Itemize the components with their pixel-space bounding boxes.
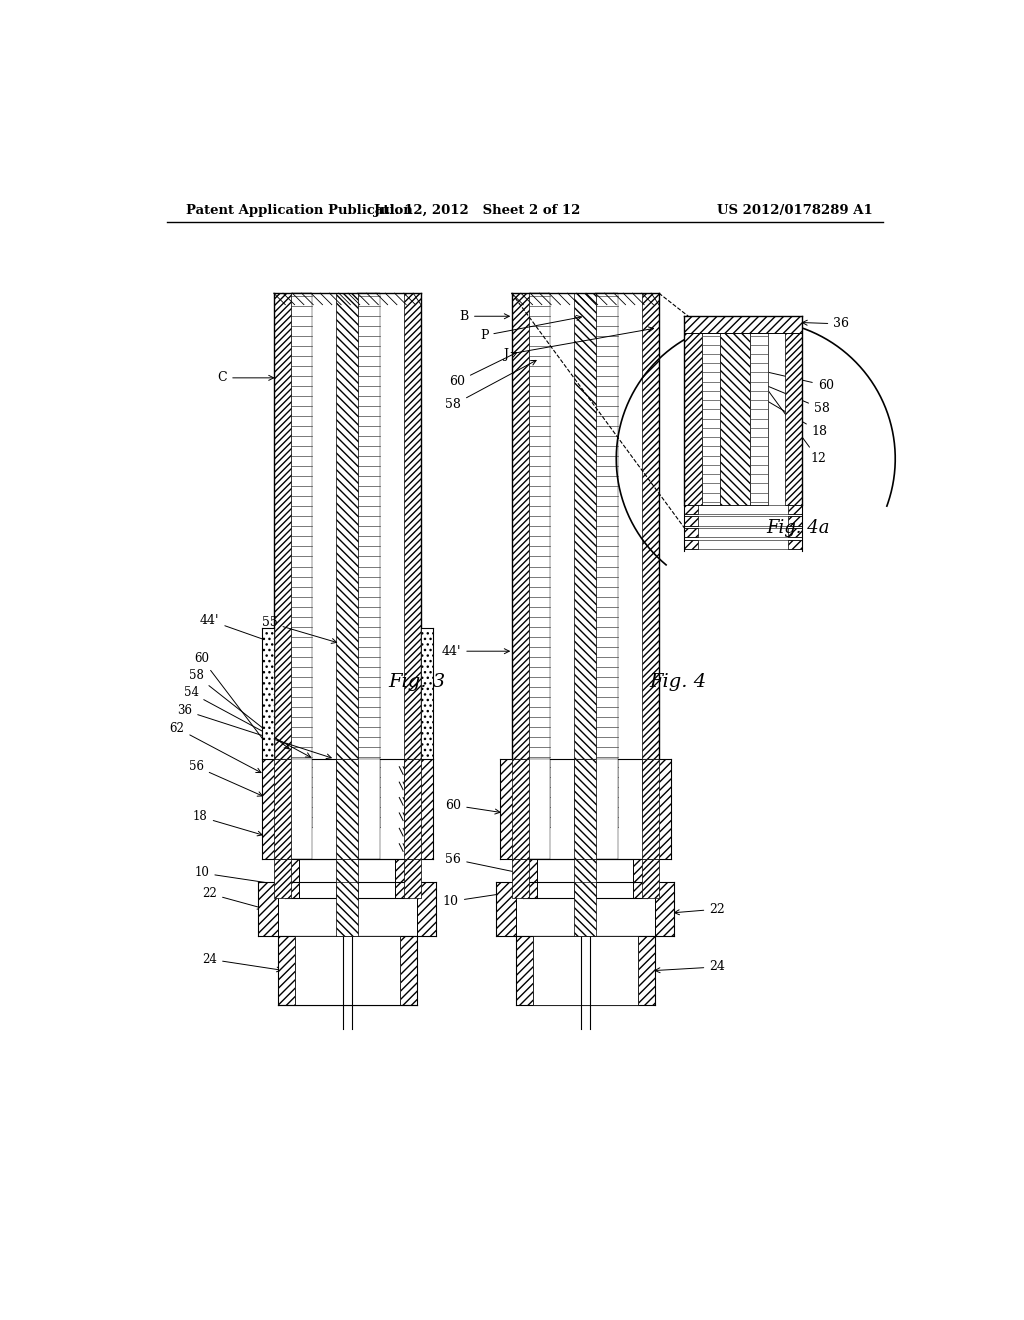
Bar [788, 516, 802, 525]
Text: B: B [460, 310, 509, 323]
Bar [419, 759, 432, 859]
Text: 22: 22 [203, 887, 262, 909]
Bar [262, 628, 273, 759]
Bar [496, 882, 515, 936]
Bar [684, 506, 698, 515]
Text: 24: 24 [203, 953, 282, 972]
Bar [403, 759, 421, 859]
Bar [684, 516, 698, 525]
Text: 58: 58 [445, 360, 537, 412]
Text: 54: 54 [183, 686, 310, 758]
Text: 60: 60 [450, 352, 517, 388]
Bar [523, 859, 538, 898]
Bar [788, 506, 802, 515]
Bar [337, 882, 358, 936]
Bar [596, 759, 617, 859]
Text: Fig. 4a: Fig. 4a [767, 519, 830, 537]
Bar [512, 293, 528, 829]
Bar [574, 759, 596, 859]
Bar [638, 936, 655, 1006]
Bar [788, 528, 802, 537]
Bar [421, 628, 432, 759]
Bar [574, 859, 596, 898]
Bar [358, 293, 380, 829]
Text: 58: 58 [715, 363, 829, 416]
Text: J: J [503, 327, 653, 362]
Bar [512, 859, 528, 898]
Text: 10: 10 [195, 866, 286, 887]
Text: 24: 24 [655, 961, 725, 973]
Bar [642, 859, 658, 898]
Bar [291, 293, 312, 829]
Text: 44': 44' [441, 644, 509, 657]
Bar [337, 859, 358, 898]
Text: 60: 60 [195, 652, 269, 748]
Bar [395, 859, 410, 898]
Text: C: C [217, 371, 273, 384]
Text: Fig. 3: Fig. 3 [388, 673, 445, 690]
Text: 60: 60 [696, 354, 834, 392]
Text: P: P [480, 315, 582, 342]
Bar [337, 759, 358, 859]
Text: 18: 18 [194, 810, 262, 836]
Bar [258, 882, 278, 936]
Text: 60: 60 [445, 799, 500, 814]
Text: 18: 18 [731, 380, 827, 438]
Bar [337, 293, 358, 829]
Bar [528, 759, 550, 859]
Text: 12: 12 [761, 381, 826, 465]
Text: 56: 56 [189, 760, 262, 796]
Text: 62: 62 [170, 722, 261, 772]
Bar [655, 882, 675, 936]
Text: 58: 58 [189, 669, 289, 748]
Bar [684, 528, 698, 537]
Bar [286, 859, 299, 898]
Bar [720, 317, 750, 506]
Bar [291, 759, 312, 859]
Bar [400, 936, 417, 1006]
Bar [278, 936, 295, 1006]
Text: 44': 44' [200, 614, 271, 643]
Bar [684, 540, 698, 549]
Text: 36: 36 [802, 317, 849, 330]
Bar [684, 317, 802, 333]
Bar [295, 936, 400, 1006]
Text: 55: 55 [262, 616, 337, 643]
Text: US 2012/0178289 A1: US 2012/0178289 A1 [717, 205, 872, 218]
Text: 22: 22 [675, 903, 725, 916]
Bar [262, 759, 276, 859]
Bar [528, 293, 550, 829]
Bar [656, 759, 671, 859]
Bar [642, 293, 658, 829]
Text: 10: 10 [443, 888, 523, 908]
Bar [403, 859, 421, 898]
Text: 56: 56 [445, 853, 523, 875]
Bar [417, 882, 436, 936]
Text: Jul. 12, 2012   Sheet 2 of 12: Jul. 12, 2012 Sheet 2 of 12 [374, 205, 580, 218]
Bar [633, 859, 647, 898]
Bar [273, 759, 291, 859]
Bar [785, 317, 802, 506]
Text: 36: 36 [177, 704, 331, 759]
Bar [273, 859, 291, 898]
Bar [512, 759, 528, 859]
Bar [532, 936, 638, 1006]
Bar [750, 317, 768, 506]
Bar [788, 540, 802, 549]
Bar [403, 293, 421, 829]
Bar [596, 293, 617, 829]
Bar [358, 759, 380, 859]
Text: Patent Application Publication: Patent Application Publication [186, 205, 413, 218]
Bar [500, 759, 514, 859]
Bar [574, 882, 596, 936]
Bar [642, 759, 658, 859]
Text: Fig. 4: Fig. 4 [649, 673, 707, 690]
Bar [574, 293, 596, 829]
Bar [684, 317, 701, 506]
Bar [515, 936, 532, 1006]
Bar [701, 317, 720, 506]
Bar [273, 293, 291, 829]
